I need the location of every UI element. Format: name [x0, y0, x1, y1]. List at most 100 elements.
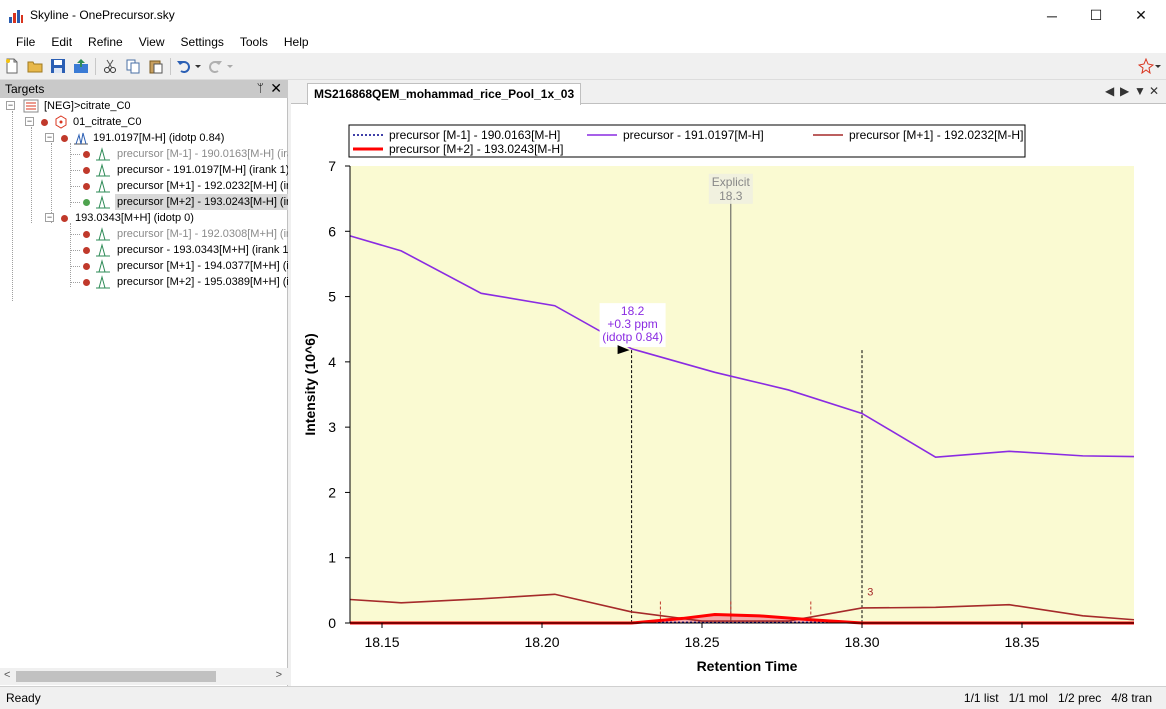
- x-tick-label: 18.30: [844, 634, 879, 650]
- transition-icon: [96, 275, 110, 289]
- status-dot-icon: [83, 151, 90, 158]
- new-file-icon[interactable]: [4, 58, 20, 74]
- collapse-icon[interactable]: −: [6, 100, 15, 110]
- peptide-list-icon: [23, 99, 39, 113]
- explicit-label: Explicit: [712, 175, 751, 189]
- tab-list-dropdown-icon[interactable]: ▼: [1134, 84, 1146, 98]
- menu-refine[interactable]: Refine: [88, 35, 123, 49]
- save-icon[interactable]: [50, 58, 66, 74]
- x-tick-label: 18.35: [1004, 634, 1039, 650]
- tree-item-label: precursor [M-1] - 192.0308[M+H] (ira: [117, 228, 288, 240]
- transition-icon: [96, 147, 110, 161]
- transition-rank-label: 3: [867, 587, 873, 599]
- tree-connector: [12, 111, 13, 301]
- toolbar-separator: [170, 58, 171, 75]
- y-tick-label: 4: [328, 354, 336, 370]
- open-folder-icon[interactable]: [27, 58, 43, 74]
- status-dot-icon: [83, 247, 90, 254]
- targets-tree: − [NEG]>citrate_C0 − 01_citrate_C0 − 191…: [0, 98, 288, 668]
- status-dot-icon: [61, 215, 68, 222]
- integrate-peaks-icon[interactable]: [1138, 58, 1154, 74]
- legend-label-2: precursor [M+1] - 192.0232[M-H]: [849, 128, 1023, 142]
- chromatogram-chart-host[interactable]: Explicit 18.3 18.2 +0.3 ppm (idotp 0.84) 3 0 1…: [291, 104, 1166, 686]
- y-tick-label: 0: [328, 615, 336, 631]
- cut-icon[interactable]: [102, 58, 118, 74]
- tree-item-label: precursor - 191.0197[M-H] (irank 1)[: [117, 164, 288, 176]
- close-panel-icon[interactable]: ✕: [270, 80, 282, 96]
- status-molecule-count: 1/1 mol: [1008, 691, 1048, 705]
- transition-icon: [96, 195, 110, 209]
- y-axis-title: Intensity (10^6): [302, 333, 318, 435]
- scroll-left-icon[interactable]: <: [4, 669, 11, 681]
- menu-view[interactable]: View: [138, 35, 165, 49]
- series-line-3[interactable]: [350, 613, 1134, 625]
- menu-tools[interactable]: Tools: [239, 35, 268, 49]
- status-list-count: 1/1 list: [963, 691, 999, 705]
- publish-icon[interactable]: [73, 58, 89, 74]
- title-bar: Skyline - OnePrecursor.sky ─ ☐ ✕: [0, 0, 1166, 31]
- status-dot-icon: [83, 199, 90, 206]
- tree-item-label: 191.0197[M-H] (idotp 0.84): [93, 132, 225, 144]
- minimize-button[interactable]: ─: [1047, 7, 1057, 24]
- chromatogram-document: MS216868QEM_mohammad_rice_Pool_1x_03 ◀ ▶…: [291, 80, 1166, 686]
- chart-legend-box: [348, 124, 1026, 158]
- collapse-icon[interactable]: −: [45, 212, 54, 222]
- maximize-button[interactable]: ☐: [1089, 7, 1103, 23]
- status-dot-icon: [41, 119, 48, 126]
- series-line-1[interactable]: [349, 235, 1135, 458]
- menu-file[interactable]: File: [16, 35, 36, 49]
- series-line-2[interactable]: [349, 593, 1135, 622]
- redo-icon[interactable]: [207, 58, 223, 74]
- collapse-icon[interactable]: −: [25, 116, 34, 126]
- targets-panel: Targets ᛘ ✕ − [NEG]>citrate_C0 − 01_citr…: [0, 80, 288, 686]
- tab-chromatogram[interactable]: MS216868QEM_mohammad_rice_Pool_1x_03: [307, 83, 582, 105]
- pin-icon[interactable]: ᛘ: [256, 81, 264, 95]
- copy-icon[interactable]: [125, 58, 141, 74]
- close-window-button[interactable]: ✕: [1135, 7, 1147, 23]
- paste-icon[interactable]: [148, 58, 164, 74]
- menu-help[interactable]: Help: [283, 35, 309, 49]
- redo-dropdown-icon[interactable]: [226, 58, 234, 74]
- tree-connector: [70, 223, 71, 287]
- tree-item-label: [NEG]>citrate_C0: [44, 100, 131, 112]
- targets-horizontal-scrollbar[interactable]: < >: [0, 668, 288, 685]
- toolbar: [0, 53, 1166, 80]
- transition-icon: [96, 259, 110, 273]
- x-tick-label: 18.15: [364, 634, 399, 650]
- precursor-icon: [74, 132, 88, 145]
- legend-label-0: precursor [M-1] - 190.0163[M-H]: [389, 128, 560, 142]
- x-axis-title: Retention Time: [697, 658, 798, 674]
- scrollbar-thumb[interactable]: [16, 671, 216, 682]
- explicit-rt-value: 18.3: [719, 189, 743, 203]
- plot-background: [350, 166, 1134, 623]
- tab-scroll-right-icon[interactable]: ▶: [1120, 84, 1130, 98]
- toolbar-separator: [95, 58, 96, 75]
- x-tick-label: 18.25: [684, 634, 719, 650]
- status-dot-icon: [83, 183, 90, 190]
- document-tab-strip: MS216868QEM_mohammad_rice_Pool_1x_03 ◀ ▶…: [291, 80, 1166, 105]
- targets-panel-title: Targets: [5, 82, 45, 96]
- peak-apex-arrow-icon: [617, 345, 630, 355]
- tree-item-label: 01_citrate_C0: [73, 116, 142, 128]
- status-transition-count: 4/8 tran: [1111, 691, 1152, 705]
- status-bar: Ready 1/1 list 1/1 mol 1/2 prec 4/8 tran: [0, 686, 1166, 709]
- y-tick-label: 1: [328, 550, 336, 566]
- y-tick-label: 2: [328, 484, 336, 500]
- legend-label-3: precursor [M+2] - 193.0243[M-H]: [389, 142, 563, 156]
- tab-scroll-left-icon[interactable]: ◀: [1105, 84, 1115, 98]
- menu-edit[interactable]: Edit: [51, 35, 73, 49]
- undo-icon[interactable]: [176, 58, 192, 74]
- status-precursor-count: 1/2 prec: [1057, 691, 1102, 705]
- undo-dropdown-icon[interactable]: [194, 58, 202, 74]
- window-title: Skyline - OnePrecursor.sky: [30, 8, 175, 22]
- menu-bar: File Edit Refine View Settings Tools Hel…: [0, 31, 1166, 53]
- molecule-icon: [55, 115, 67, 129]
- integrate-dropdown-icon[interactable]: [1154, 58, 1162, 74]
- transition-icon: [96, 243, 110, 257]
- menu-settings[interactable]: Settings: [180, 35, 224, 49]
- explicit-label-box: [708, 173, 753, 204]
- close-tab-icon[interactable]: ✕: [1149, 84, 1160, 98]
- collapse-icon[interactable]: −: [45, 132, 54, 142]
- scroll-right-icon[interactable]: >: [275, 669, 282, 681]
